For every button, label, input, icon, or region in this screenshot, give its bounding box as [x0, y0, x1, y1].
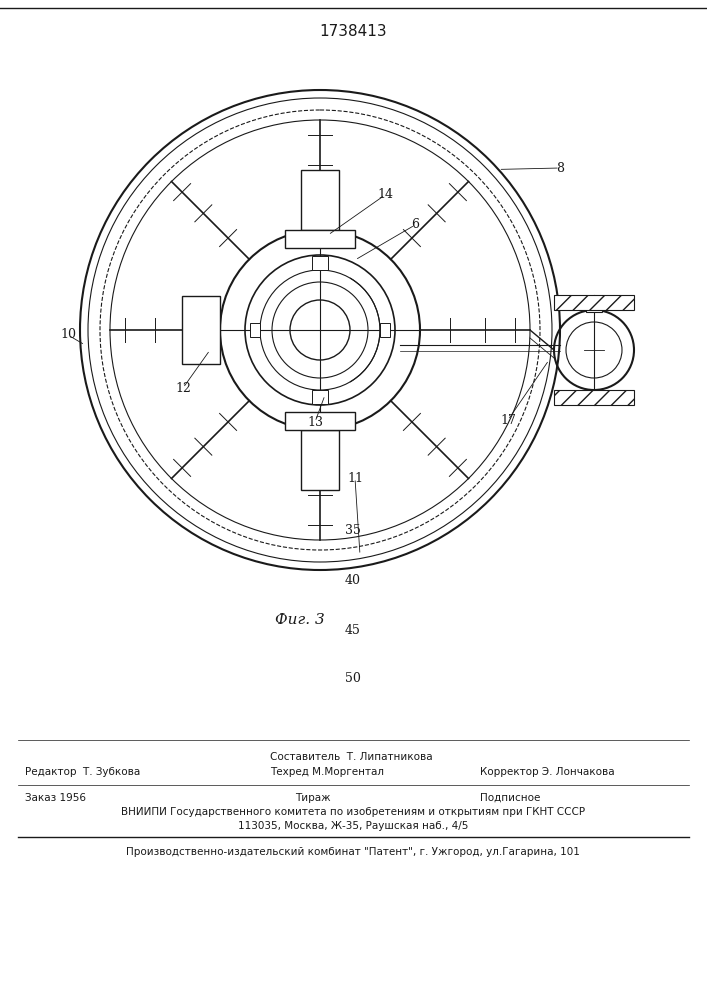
- Text: Фиг. 3: Фиг. 3: [275, 613, 325, 627]
- Text: Корректор Э. Лончакова: Корректор Э. Лончакова: [480, 767, 614, 777]
- Text: 35: 35: [345, 524, 361, 536]
- Text: 12: 12: [175, 381, 191, 394]
- Bar: [285, 230, 355, 248]
- Text: 8: 8: [556, 161, 564, 174]
- Text: Подписное: Подписное: [480, 793, 540, 803]
- Bar: [586, 300, 602, 312]
- Bar: [554, 295, 634, 310]
- Bar: [380, 323, 390, 337]
- Text: 10: 10: [60, 328, 76, 342]
- Text: 11: 11: [347, 472, 363, 485]
- Text: Тираж: Тираж: [295, 793, 331, 803]
- Text: 45: 45: [345, 624, 361, 637]
- Text: 6: 6: [411, 219, 419, 232]
- Bar: [554, 390, 634, 405]
- Text: 50: 50: [345, 672, 361, 684]
- Bar: [285, 412, 355, 430]
- Text: 40: 40: [345, 574, 361, 586]
- Text: ВНИИПИ Государственного комитета по изобретениям и открытиям при ГКНТ СССР: ВНИИПИ Государственного комитета по изоб…: [121, 807, 585, 817]
- Bar: [182, 296, 220, 364]
- Text: Заказ 1956: Заказ 1956: [25, 793, 86, 803]
- Bar: [301, 170, 339, 230]
- Text: Редактор  Т. Зубкова: Редактор Т. Зубкова: [25, 767, 140, 777]
- Text: 13: 13: [307, 416, 323, 428]
- Text: 113035, Москва, Ж-35, Раушская наб., 4/5: 113035, Москва, Ж-35, Раушская наб., 4/5: [238, 821, 468, 831]
- Text: Техред М.Моргентал: Техред М.Моргентал: [270, 767, 384, 777]
- Bar: [312, 390, 328, 404]
- Bar: [250, 323, 260, 337]
- Text: Производственно-издательский комбинат "Патент", г. Ужгород, ул.Гагарина, 101: Производственно-издательский комбинат "П…: [126, 847, 580, 857]
- Bar: [312, 256, 328, 270]
- Text: Составитель  Т. Липатникова: Составитель Т. Липатникова: [270, 752, 433, 762]
- Text: 14: 14: [377, 188, 393, 202]
- Text: 1738413: 1738413: [319, 24, 387, 39]
- Bar: [301, 430, 339, 490]
- Text: 17: 17: [500, 414, 516, 426]
